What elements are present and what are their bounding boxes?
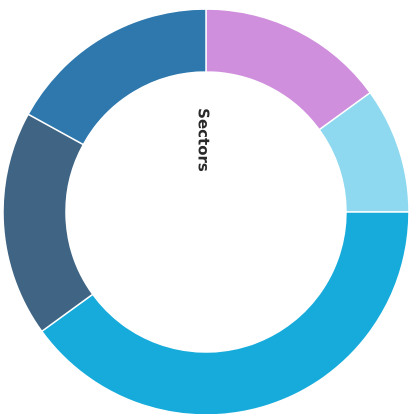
donut-slice-3 [40, 211, 410, 414]
donut-slice-5 [27, 8, 207, 146]
donut-slice-4 [2, 113, 94, 333]
donut-slices [2, 8, 410, 414]
center-label: Sectors [195, 108, 213, 172]
